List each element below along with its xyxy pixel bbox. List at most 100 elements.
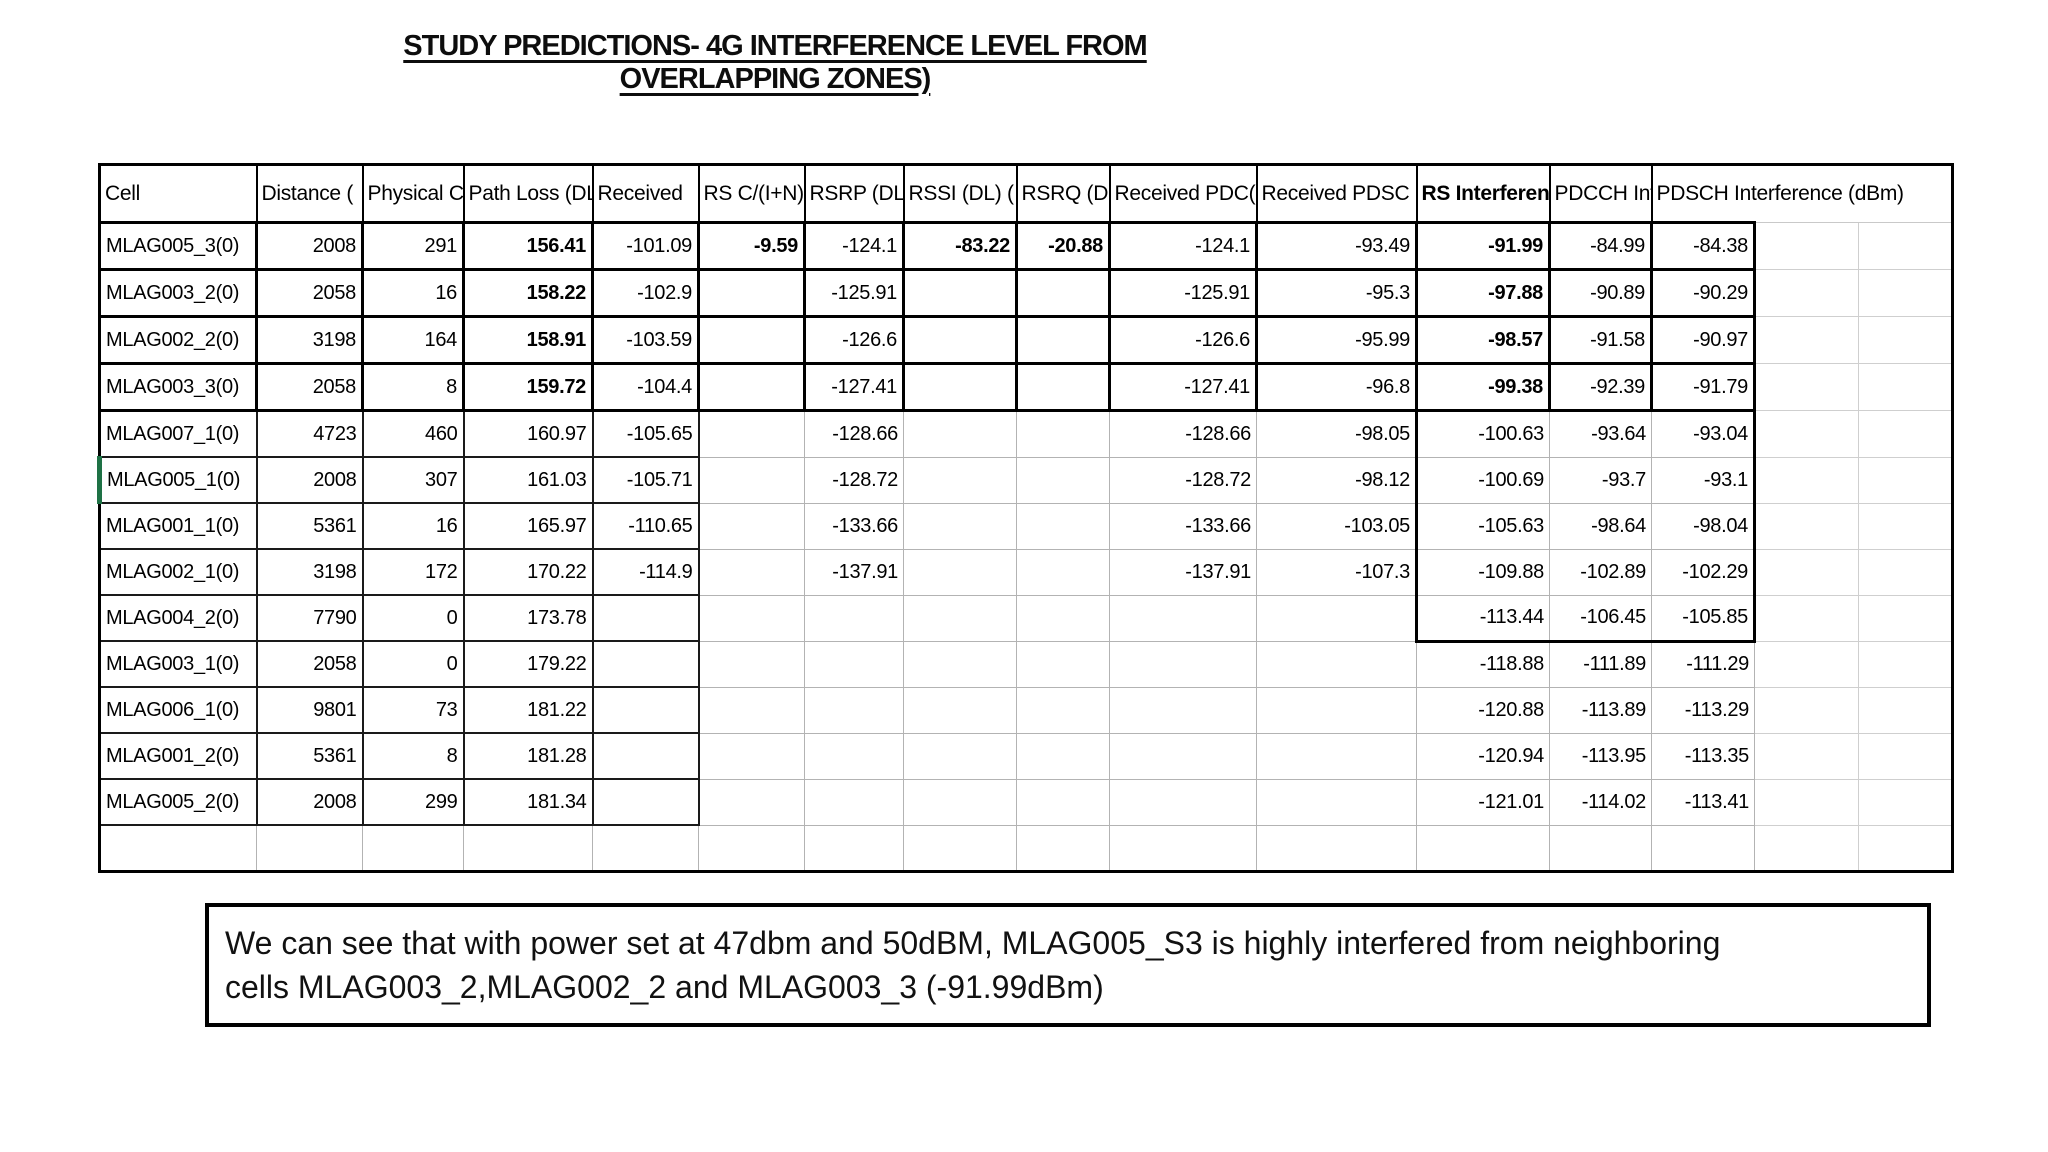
table-cell <box>1109 594 1257 642</box>
table-cell <box>903 686 1017 734</box>
table-cell: -113.35 <box>1651 732 1755 780</box>
table-cell: -127.41 <box>803 362 905 412</box>
table-cell <box>903 824 1017 872</box>
table-cell: -114.02 <box>1549 778 1652 826</box>
table-cell: -110.65 <box>591 502 700 550</box>
table-cell <box>903 778 1017 826</box>
table-cell: -111.89 <box>1549 640 1652 688</box>
table-cell: 5361 <box>255 502 364 550</box>
table-cell <box>903 594 1017 642</box>
table-row: MLAG005_2(0) 2008 299 181.34 -121.01 -114.02-… <box>98 778 1953 826</box>
caption-text-line-2: cells MLAG003_2,MLAG002_2 and MLAG003_3 … <box>225 969 1104 1005</box>
table-cell: -120.88 <box>1416 686 1550 734</box>
table-cell: -133.66 <box>804 502 904 550</box>
empty-cell <box>1858 686 1953 734</box>
slide-title-line-2: OVERLAPPING ZONES) <box>619 63 932 96</box>
empty-cell <box>1858 456 1953 504</box>
table-cell: -90.29 <box>1650 268 1756 318</box>
table-cell <box>903 640 1017 688</box>
table-cell: -90.97 <box>1650 315 1756 365</box>
table-cell <box>697 362 806 412</box>
table-cell <box>1016 640 1110 688</box>
table-cell: 2058 <box>255 362 364 412</box>
column-header-3: Physical C <box>361 163 465 224</box>
table-cell <box>804 640 904 688</box>
table-row: MLAG003_2(0) 2058 16 158.22 -102.9 -125.91 -12… <box>98 268 1953 318</box>
column-header-10: Received PDC( <box>1108 163 1258 224</box>
table-cell <box>698 640 805 688</box>
table-cell: -120.94 <box>1416 732 1550 780</box>
column-header-9: RSRQ (DL) <box>1015 163 1111 224</box>
table-cell: -100.69 <box>1415 456 1550 504</box>
table-cell: -84.38 <box>1650 221 1756 271</box>
table-cell <box>698 410 805 458</box>
table-cell: -9.59 <box>697 221 806 271</box>
slide-title: STUDY PREDICTIONS- 4G INTERFERENCE LEVEL… <box>0 30 1550 97</box>
table-cell <box>698 456 805 504</box>
empty-cell <box>1858 363 1953 411</box>
table-cell: -98.12 <box>1256 456 1417 504</box>
empty-cell <box>1858 269 1953 317</box>
table-cell: -114.9 <box>591 548 700 596</box>
cell-name: MLAG003_2(0) <box>98 268 258 318</box>
cell-name: MLAG001_2(0) <box>98 732 258 780</box>
table-cell: -93.7 <box>1549 456 1652 504</box>
cell-name: MLAG005_1(0) <box>97 456 258 504</box>
table-cell <box>1016 594 1110 642</box>
table-cell: -105.85 <box>1651 594 1756 643</box>
table-cell <box>804 686 904 734</box>
table-cell: 159.72 <box>462 362 594 412</box>
table-cell <box>1256 686 1417 734</box>
table-cell <box>1109 732 1257 780</box>
table-cell: 158.91 <box>462 315 594 365</box>
table-cell: 4723 <box>255 409 364 458</box>
cell-name <box>99 824 257 872</box>
empty-cell <box>1858 502 1953 550</box>
table-cell <box>1016 778 1110 826</box>
table-cell: -113.44 <box>1415 594 1550 643</box>
column-header-8: RSSI (DL) ( <box>902 163 1018 224</box>
table-cell <box>804 732 904 780</box>
table-cell: -93.64 <box>1549 410 1652 458</box>
table-cell: -102.89 <box>1549 548 1652 596</box>
table-cell: -93.04 <box>1651 410 1756 458</box>
table-cell <box>1015 268 1111 318</box>
table-cell: -95.3 <box>1255 268 1418 318</box>
table-cell: 181.28 <box>462 732 594 780</box>
table-cell: -20.88 <box>1015 221 1111 271</box>
table-cell: -105.71 <box>591 456 700 504</box>
table-cell: -98.04 <box>1651 502 1756 550</box>
table-cell: 291 <box>361 221 465 271</box>
table-row: MLAG001_2(0) 5361 8 181.28 -120.94 -113.95 -11… <box>98 732 1953 780</box>
table-cell: 9801 <box>255 686 364 734</box>
empty-cell <box>1754 269 1859 317</box>
table-row: MLAG001_1(0) 5361 16 165.97 -110.65 -133.66 -1… <box>98 502 1953 550</box>
table-cell: -104.4 <box>591 362 700 412</box>
table-cell <box>591 778 700 826</box>
column-header-13: PDCCH Int <box>1548 163 1653 224</box>
table-row: MLAG004_2(0) 7790 0 173.78 -113.44 -106.45 -10… <box>98 594 1953 643</box>
cell-name: MLAG003_3(0) <box>98 362 258 412</box>
table-cell: 3198 <box>255 548 364 596</box>
table-cell: -111.29 <box>1651 640 1755 688</box>
cell-name: MLAG004_2(0) <box>98 594 258 642</box>
table-cell: -99.38 <box>1415 362 1551 412</box>
table-cell <box>698 824 805 872</box>
table-cell: -105.63 <box>1415 502 1550 550</box>
table-cell <box>698 594 805 642</box>
table-cell: -98.05 <box>1256 410 1417 458</box>
table-cell: -97.88 <box>1415 268 1551 318</box>
table-cell: -126.6 <box>803 315 905 365</box>
table-cell: 172 <box>361 548 465 596</box>
table-cell <box>1015 315 1111 365</box>
table-cell <box>902 315 1018 365</box>
table-row: MLAG002_1(0) 3198 172 170.22 -114.9 -137.91 -1… <box>98 548 1953 596</box>
table-cell: 2008 <box>255 778 364 826</box>
table-cell <box>903 732 1017 780</box>
table-cell: 73 <box>361 686 465 734</box>
caption-text-line-1: We can see that with power set at 47dbm … <box>225 925 1721 961</box>
table-cell <box>591 640 700 688</box>
empty-cell <box>1754 222 1859 270</box>
table-cell: -121.01 <box>1416 778 1550 826</box>
table-cell: -128.72 <box>1109 456 1257 504</box>
